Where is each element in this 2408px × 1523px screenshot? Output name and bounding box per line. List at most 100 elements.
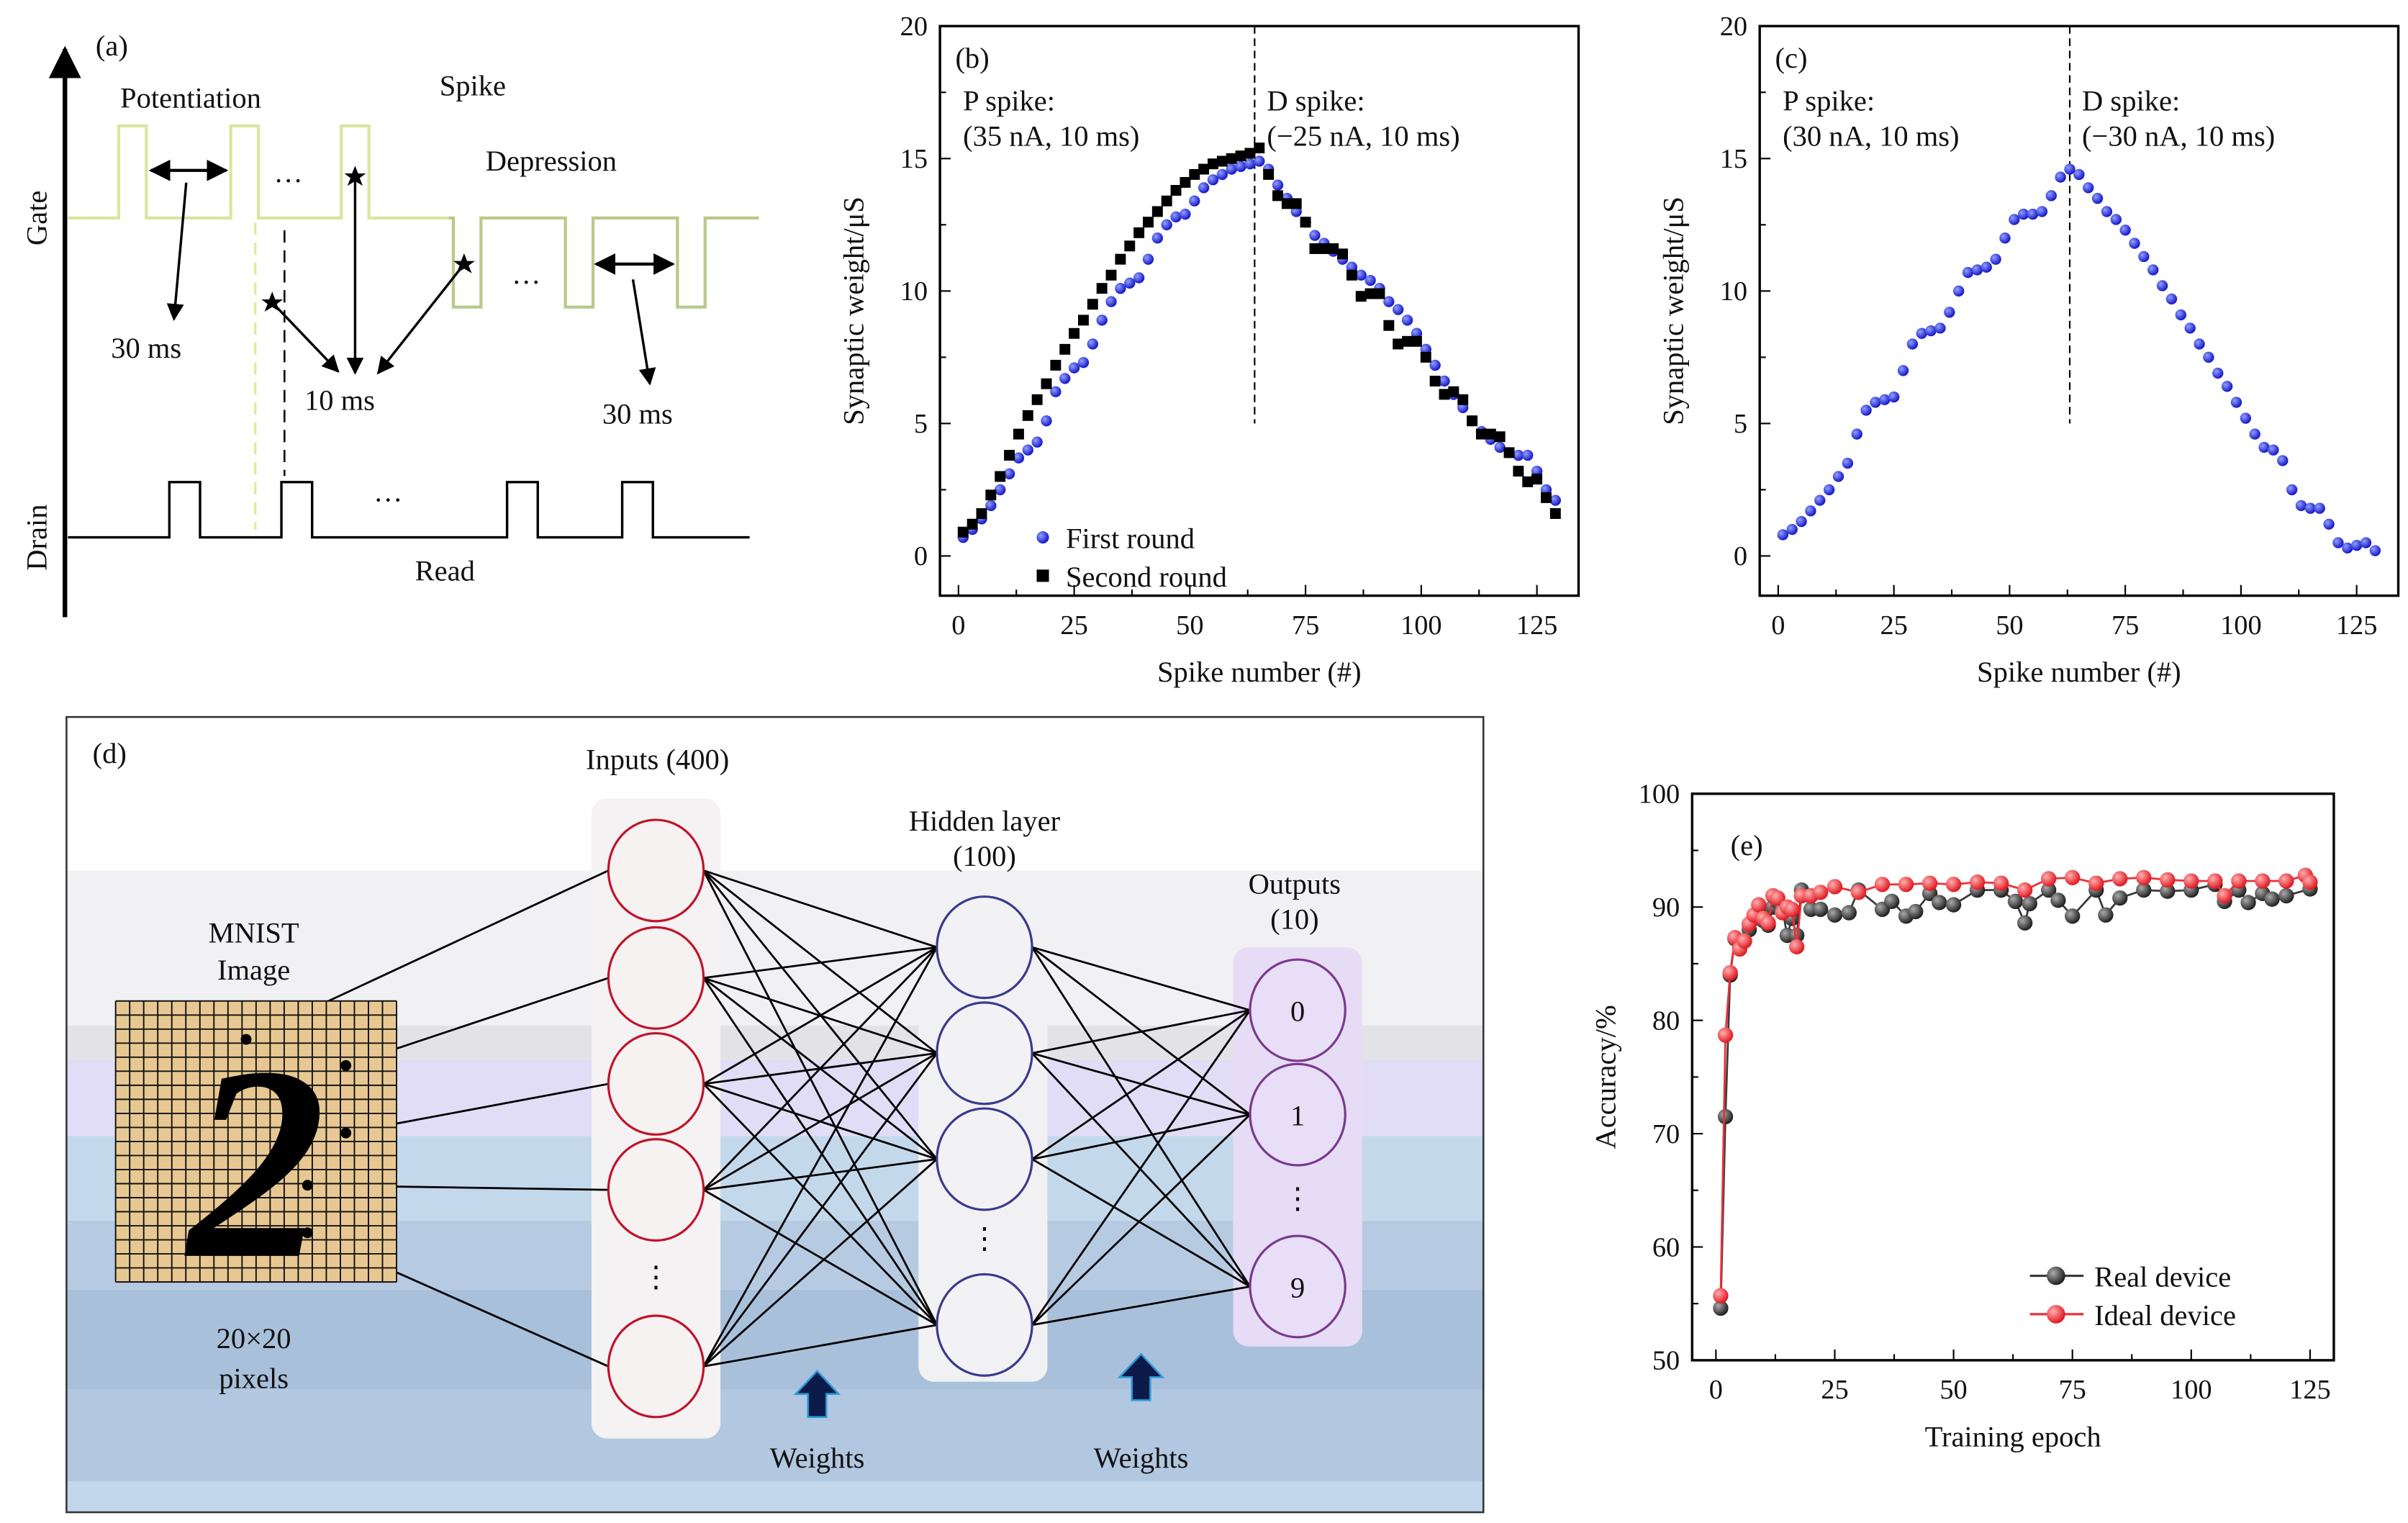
p-spike-value: (35 nA, 10 ms) (963, 120, 1139, 153)
data-point-second-round (1226, 153, 1237, 164)
data-point-synaptic-weight (1814, 494, 1826, 506)
input-to-hidden-weight (702, 1158, 938, 1368)
width-arrows (271, 176, 466, 375)
data-point-synaptic-weight (2018, 208, 2029, 220)
interval-label-depression: 30 ms (602, 398, 673, 430)
data-point-first-round (1003, 468, 1015, 479)
chart-e-accuracy: 0 25 50 75 100 125 50 60 70 80 90 100 Training epoch… (1590, 779, 2335, 1452)
data-point-synaptic-weight (2138, 250, 2150, 263)
data-point-ideal-device (1850, 885, 1867, 900)
data-point-ideal-device (1717, 1027, 1734, 1043)
pixel-size-label: 20×20 (217, 1322, 291, 1355)
data-point-second-round (1069, 327, 1080, 339)
data-point-ideal-device (2112, 871, 2128, 887)
hidden-to-output-weight (1031, 946, 1251, 1288)
x-tick-label: 0 (951, 610, 965, 641)
input-neuron (607, 1314, 705, 1419)
data-point-ideal-device (2217, 887, 2232, 904)
data-point-second-round (1494, 431, 1506, 443)
legend-label: Second round (1066, 561, 1227, 593)
data-point-real-device (1945, 897, 1962, 913)
data-point-real-device (1827, 907, 1843, 923)
data-point-real-device (1908, 903, 1924, 920)
y-tick-label: 0 (1734, 541, 1747, 571)
data-point-first-round (1244, 158, 1256, 170)
pixel-dot (340, 1059, 352, 1071)
data-point-second-round (995, 471, 1006, 482)
data-point-first-round (1401, 315, 1413, 326)
up-arrow-icon (793, 1352, 1165, 1419)
data-point-second-round (1115, 253, 1126, 265)
pixel-dot (302, 1227, 313, 1239)
data-point-ideal-device (2278, 873, 2294, 889)
y-tick-label: 70 (1652, 1119, 1680, 1149)
data-point-second-round (1337, 248, 1348, 260)
depression-label: Depression (486, 145, 617, 177)
data-point-synaptic-weight (2184, 322, 2196, 334)
hidden-to-output-weight (1031, 946, 1251, 1011)
data-point-real-device (2160, 883, 2176, 899)
data-point-real-device (2022, 895, 2037, 912)
data-point-second-round (1087, 299, 1098, 310)
data-point-first-round (1198, 182, 1210, 194)
x-tick-label: 125 (2336, 610, 2378, 641)
input-neuron (607, 1138, 705, 1242)
weights-label: Weights (770, 1442, 865, 1474)
data-point-first-round (1013, 452, 1025, 464)
data-point-real-device (1841, 905, 1857, 921)
y-tick-label: 10 (1720, 276, 1747, 307)
input-to-hidden-weight (702, 869, 938, 1326)
data-point-real-device (1713, 1300, 1729, 1316)
input-neuron (607, 926, 705, 1030)
data-point-first-round (1439, 375, 1450, 387)
input-neuron (607, 1031, 705, 1136)
data-point-second-round (976, 508, 987, 519)
data-point-second-round (1161, 195, 1172, 207)
data-point-second-round (1549, 508, 1561, 519)
data-point-second-round (1180, 176, 1191, 188)
data-point-second-round (1133, 227, 1145, 238)
data-point-real-device (1812, 901, 1829, 918)
data-point-ideal-device (2040, 871, 2057, 887)
data-point-synaptic-weight (2045, 190, 2057, 202)
data-point-ideal-device (2183, 873, 2199, 889)
data-point-second-round (1244, 148, 1256, 159)
data-point-first-round (1022, 444, 1033, 456)
x-tick-label: 25 (1060, 610, 1087, 641)
star-icon (261, 166, 475, 312)
legend-marker (1036, 569, 1049, 582)
data-point-second-round (1485, 428, 1496, 440)
legend-label: Real device (2094, 1261, 2231, 1293)
data-point-synaptic-weight (2083, 182, 2094, 194)
data-point-ideal-device (2136, 869, 2152, 885)
input-to-hidden-weight (702, 1052, 938, 1191)
data-point-synaptic-weight (2101, 206, 2113, 217)
y-axis-label: Accuracy/% (1590, 1005, 1622, 1149)
data-point-real-device (2098, 907, 2114, 923)
data-point-ideal-device (1945, 877, 1962, 892)
data-point-first-round (1549, 494, 1561, 506)
output-vdots: ⋮ (1283, 1183, 1313, 1215)
data-point-second-round (1475, 428, 1487, 440)
data-point-ideal-device (2231, 873, 2247, 889)
input-neuron (607, 818, 705, 923)
ellipsis: ··· (374, 484, 402, 516)
data-point-synaptic-weight (1860, 405, 1872, 416)
y-tick-label: 5 (914, 409, 928, 439)
data-point-first-round (1189, 195, 1200, 207)
data-point-synaptic-weight (2055, 171, 2066, 183)
data-point-real-device (2050, 892, 2066, 908)
hidden-neuron (936, 1001, 1033, 1106)
data-point-real-device (2136, 882, 2152, 898)
data-point-second-round (1429, 376, 1441, 387)
data-point-real-device (1717, 1108, 1734, 1125)
data-point-second-round (1393, 338, 1404, 350)
data-point-real-device (2017, 915, 2033, 931)
hidden-to-output-weight (1031, 1285, 1251, 1327)
data-point-synaptic-weight (2369, 545, 2381, 556)
data-point-synaptic-weight (2286, 484, 2298, 496)
data-point-synaptic-weight (2091, 192, 2104, 204)
data-point-synaptic-weight (1823, 484, 1835, 496)
ellipsis: ··· (512, 266, 540, 298)
data-point-synaptic-weight (2110, 214, 2122, 225)
